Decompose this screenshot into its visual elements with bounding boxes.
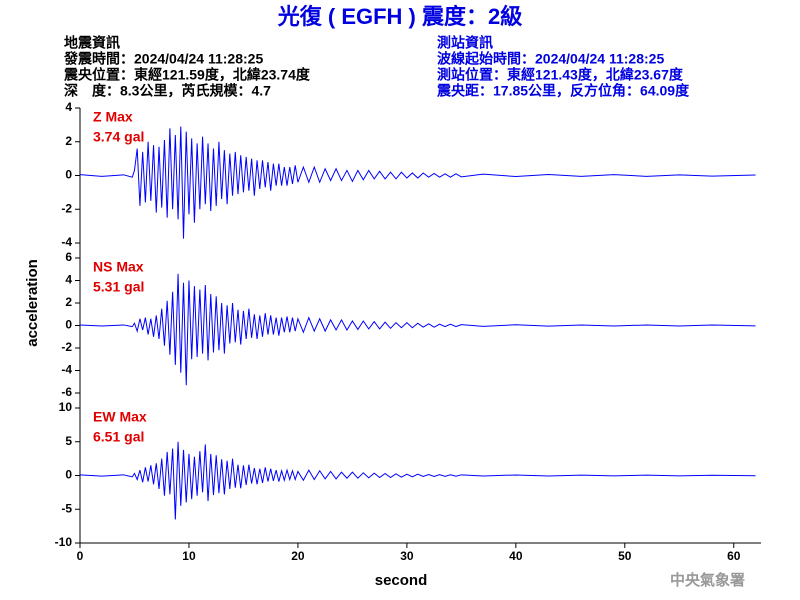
y-tick-label: 6	[65, 250, 72, 264]
y-tick-label: 2	[65, 295, 72, 309]
y-tick-label: -2	[61, 201, 72, 215]
title: 光復 ( EGFH ) 震度：2級	[277, 4, 522, 29]
y-tick-label: 4	[65, 273, 72, 287]
event-info: 震央位置：東經121.59度，北緯23.74度	[63, 67, 311, 83]
waveform	[79, 441, 756, 520]
station-info: 測站資訊	[437, 35, 493, 51]
x-tick-label: 30	[400, 549, 414, 563]
event-info: 地震資訊	[64, 35, 120, 51]
waveform	[79, 126, 756, 239]
y-tick-label: 2	[65, 134, 72, 148]
series-name: Z Max	[93, 109, 133, 125]
x-axis-label: second	[375, 572, 428, 589]
y-tick-label: -10	[55, 535, 73, 549]
y-tick-label: -4	[61, 235, 72, 249]
x-tick-label: 50	[618, 549, 632, 563]
y-tick-label: -5	[61, 501, 72, 515]
station-info: 震央距：17.85公里，反方位角：64.09度	[436, 83, 690, 99]
y-tick-label: 4	[65, 100, 72, 114]
x-tick-label: 60	[727, 549, 741, 563]
y-tick-label: 0	[65, 318, 72, 332]
series-name: NS Max	[93, 259, 144, 275]
station-info: 波線起始時間：2024/04/24 11:28:25	[437, 51, 664, 67]
max-label: 3.74 gal	[93, 129, 144, 145]
y-tick-label: 0	[65, 168, 72, 182]
station-info: 測站位置：東經121.43度，北緯23.67度	[437, 67, 684, 83]
y-axis-label: acceleration	[24, 259, 41, 347]
y-tick-label: -4	[61, 363, 72, 377]
series-name: EW Max	[93, 409, 147, 425]
agency: 中央氣象署	[670, 571, 745, 589]
event-info: 發震時間：2024/04/24 11:28:25	[63, 51, 263, 67]
y-tick-label: 5	[65, 434, 72, 448]
max-label: 5.31 gal	[93, 279, 144, 295]
y-tick-label: -2	[61, 340, 72, 354]
waveform	[79, 273, 756, 386]
x-tick-label: 0	[77, 549, 84, 563]
x-tick-label: 40	[509, 549, 523, 563]
y-tick-label: -6	[61, 385, 72, 399]
y-tick-label: 10	[59, 400, 73, 414]
event-info: 深 度：8.3公里，芮氏規模：4.7	[64, 83, 271, 99]
max-label: 6.51 gal	[93, 429, 144, 445]
y-tick-label: 0	[65, 468, 72, 482]
x-tick-label: 20	[291, 549, 305, 563]
x-tick-label: 10	[182, 549, 196, 563]
